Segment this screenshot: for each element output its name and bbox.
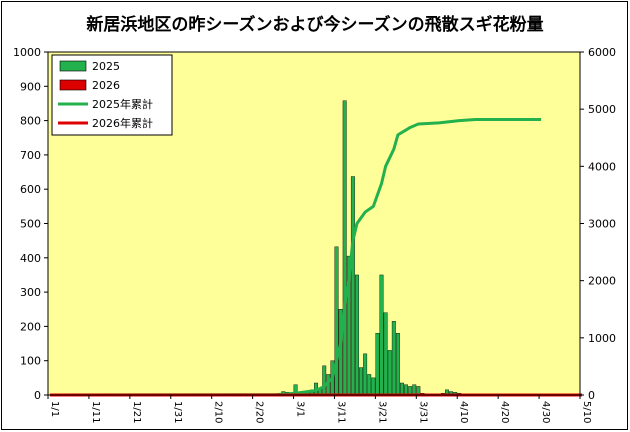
y-right-tick-3: 3000 [588, 218, 616, 231]
y-left-tick-6: 600 [20, 183, 41, 196]
bar-2025-84 [391, 321, 396, 396]
y-left-tick-8: 800 [20, 115, 41, 128]
bar-2025-67 [322, 365, 327, 396]
x-tick-7: 3/11 [335, 401, 346, 423]
bar-2025-72 [342, 100, 347, 396]
bar-2025-86 [400, 382, 404, 396]
y-right-tick-2: 2000 [588, 275, 616, 288]
bar-2025-78 [367, 374, 372, 396]
y-right-tick-6: 6000 [588, 46, 616, 59]
legend: 2025 2026 2025年累計 2026年累計 [51, 54, 173, 136]
bar-2025-87 [404, 384, 409, 396]
legend-label-1: 2026 [92, 79, 120, 92]
x-tick-8: 3/21 [376, 401, 387, 423]
bar-2025-70 [334, 246, 339, 396]
chart-title: 新居浜地区の昨シーズンおよび今シーズンの飛散スギ花粉量 [86, 15, 544, 35]
x-tick-10: 4/10 [458, 401, 469, 423]
y-right-tick-4: 4000 [588, 160, 616, 173]
y-left-tick-5: 500 [20, 218, 41, 231]
x-tick-3: 1/31 [172, 401, 183, 423]
y-left-tick-2: 200 [20, 320, 41, 333]
bar-2025-79 [371, 377, 376, 396]
bar-2025-81 [379, 274, 384, 396]
x-tick-11: 4/20 [499, 401, 510, 423]
bar-2025-80 [375, 333, 380, 396]
y-left-tick-3: 300 [20, 286, 41, 299]
bar-2025-74 [350, 176, 355, 396]
legend-label-2: 2025年累計 [92, 97, 153, 111]
y-left-tick-7: 700 [20, 149, 41, 162]
y-left-tick-10: 1000 [13, 46, 41, 59]
bar-2025-89 [412, 384, 417, 396]
x-tick-1: 1/11 [90, 401, 101, 423]
y-right-tick-1: 1000 [588, 332, 616, 345]
bar-2025-76 [359, 367, 364, 396]
bar-2025-82 [383, 312, 388, 396]
x-tick-12: 4/30 [540, 401, 551, 423]
legend-swatch-0 [59, 60, 87, 72]
y-right-tick-0: 0 [588, 389, 595, 402]
x-tick-4: 2/10 [213, 401, 224, 423]
y-left-tick-0: 0 [34, 389, 41, 402]
y-left-tick-9: 900 [20, 80, 41, 93]
x-tick-2: 1/21 [131, 401, 142, 423]
x-tick-0: 1/1 [49, 401, 60, 417]
axes-layer: 0 100 200 300 400 500 600 700 800 900 1000 0 1000 200… [13, 46, 616, 423]
x-tick-5: 2/20 [254, 401, 265, 423]
x-tick-9: 3/31 [417, 401, 428, 423]
y-left-tick-4: 400 [20, 252, 41, 265]
y-right-tick-5: 5000 [588, 103, 616, 116]
line-2025年累計 [50, 117, 542, 397]
bar-2025-85 [395, 333, 400, 396]
bar-2025-77 [363, 353, 368, 396]
legend-label-0: 2025 [92, 60, 120, 73]
legend-swatch-1 [59, 79, 87, 91]
x-tick-13: 5/10 [581, 401, 592, 423]
bar-2025-83 [387, 350, 392, 396]
y-left-tick-1: 100 [20, 355, 41, 368]
bar-2025-75 [355, 274, 359, 396]
legend-label-3: 2026年累計 [92, 116, 153, 130]
x-tick-6: 3/1 [295, 401, 306, 417]
